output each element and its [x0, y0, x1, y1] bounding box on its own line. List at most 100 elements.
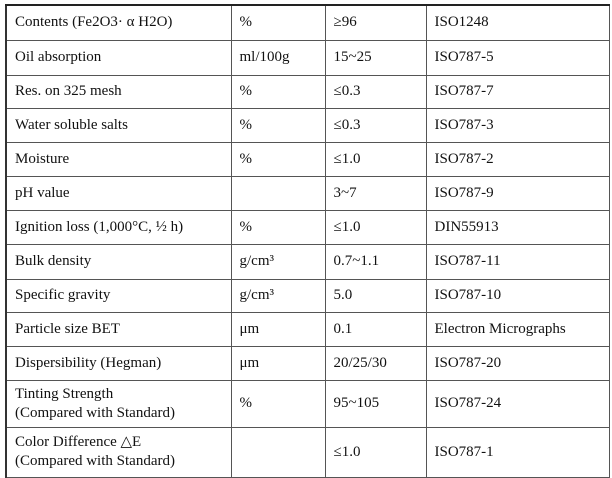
cell-text: Bulk density — [15, 253, 92, 269]
value-cell: 0.7~1.1 — [324, 243, 427, 280]
cell-text: Oil absorption — [15, 49, 102, 65]
cell-text: 20/25/30 — [333, 354, 387, 371]
property-cell: Tinting Strength (Compared with Standard) — [5, 379, 232, 428]
property-cell: Color Difference △E (Compared with Standa… — [5, 426, 232, 478]
value-cell: ≤1.0 — [324, 426, 427, 478]
property-cell: Dispersibility (Hegman) — [5, 345, 232, 381]
method-cell: ISO787-11 — [425, 243, 610, 280]
cell-text: Tinting Strength — [15, 385, 114, 402]
cell-text: 0.7~1.1 — [333, 253, 380, 269]
method-cell: Electron Micrographs — [425, 311, 610, 347]
cell-text: Water soluble salts — [15, 116, 128, 133]
cell-text: DIN55913 — [434, 218, 499, 235]
cell-text: Specific gravity — [15, 287, 111, 303]
property-cell: Water soluble salts — [5, 107, 232, 143]
table-row: Contents (Fe2O3· α H2O)% ≥96 ISO1248 — [5, 4, 610, 41]
cell-text: ISO787-10 — [434, 287, 502, 303]
value-cell: ≤1.0 — [324, 209, 427, 245]
value-cell: 5.0 — [324, 278, 427, 313]
cell-text: 15~25 — [333, 49, 372, 65]
cell-text: (Compared with Standard) — [15, 404, 175, 421]
cell-text: ≤0.3 — [333, 116, 361, 133]
table-row: Res. on 325 mesh% ≤0.3 ISO787-7 — [5, 74, 610, 109]
cell-text: Ignition loss (1,000°C, ½ h) — [15, 218, 184, 235]
unit-cell: % — [230, 107, 326, 143]
value-cell: 0.1 — [324, 311, 427, 347]
cell-text: ISO787-5 — [434, 49, 494, 65]
cell-text: ISO787-7 — [434, 83, 494, 99]
table-row: Bulk density g/cm³ 0.7~1.1 ISO787-11 — [5, 243, 610, 280]
unit-cell: μm — [230, 311, 326, 347]
value-cell: ≤0.3 — [324, 74, 427, 109]
table-row: Particle size BET μm 0.1 Electron Micrograp… — [5, 311, 610, 347]
property-cell: Specific gravity — [5, 278, 232, 313]
cell-text: 3~7 — [333, 184, 357, 201]
table-row: pH value 3~7 ISO787-9 — [5, 175, 610, 211]
property-cell: pH value — [5, 175, 232, 211]
cell-text: Electron Micrographs — [434, 320, 566, 337]
cell-text: μm — [239, 354, 260, 371]
cell-text: % — [239, 218, 253, 235]
property-cell: Moisture — [5, 141, 232, 177]
unit-cell: ml/100g — [230, 39, 326, 76]
cell-text: g/cm³ — [239, 287, 275, 303]
unit-cell — [230, 426, 326, 478]
cell-text: % — [239, 395, 253, 411]
cell-text: % — [239, 83, 253, 99]
cell-text: Color Difference △E — [15, 434, 142, 450]
cell-text: Res. on 325 mesh — [15, 83, 122, 99]
table-row: Color Difference △E (Compared with Standa… — [5, 426, 610, 478]
cell-text: ISO787-9 — [434, 184, 494, 201]
property-cell: Particle size BET — [5, 311, 232, 347]
cell-text: ISO1248 — [434, 14, 489, 31]
cell-text: Dispersibility (Hegman) — [15, 354, 162, 371]
value-cell: 3~7 — [324, 175, 427, 211]
unit-cell: % — [230, 4, 326, 41]
cell-text: ISO787-1 — [434, 443, 494, 460]
property-cell: Res. on 325 mesh — [5, 74, 232, 109]
cell-text: pH value — [15, 184, 70, 201]
method-cell: ISO787-2 — [425, 141, 610, 177]
value-cell: ≤1.0 — [324, 141, 427, 177]
property-cell: Contents (Fe2O3· α H2O) — [5, 4, 232, 41]
cell-text: ISO787-3 — [434, 116, 494, 133]
method-cell: DIN55913 — [425, 209, 610, 245]
method-cell: ISO787-10 — [425, 278, 610, 313]
cell-text: ISO787-20 — [434, 354, 502, 371]
cell-text: Moisture — [15, 150, 70, 167]
unit-cell — [230, 175, 326, 211]
unit-cell: μm — [230, 345, 326, 381]
table-row: Dispersibility (Hegman) μm 20/25/30 ISO787-… — [5, 345, 610, 381]
table-row: Water soluble salts% ≤0.3 ISO787-3 — [5, 107, 610, 143]
cell-text: % — [239, 14, 253, 31]
method-cell: ISO787-5 — [425, 39, 610, 76]
property-cell: Bulk density — [5, 243, 232, 280]
cell-text: ISO787-24 — [434, 395, 502, 411]
cell-text: ≤0.3 — [333, 83, 361, 99]
value-cell: 95~105 — [324, 379, 427, 428]
table-row: Oil absorption ml/100g 15~25 ISO787-5 — [5, 39, 610, 76]
method-cell: ISO787-3 — [425, 107, 610, 143]
cell-text: 5.0 — [333, 287, 353, 303]
cell-text: ≤1.0 — [333, 218, 361, 235]
table-row: Specific gravity g/cm³ 5.0 ISO787-10 — [5, 278, 610, 313]
unit-cell: % — [230, 379, 326, 428]
method-cell: ISO787-9 — [425, 175, 610, 211]
cell-text: ≥96 — [333, 14, 357, 31]
spec-table: Contents (Fe2O3· α H2O)% ≥96 ISO1248 Oil ab… — [5, 4, 610, 478]
method-cell: ISO787-24 — [425, 379, 610, 428]
value-cell: ≤0.3 — [324, 107, 427, 143]
cell-text: % — [239, 150, 253, 167]
cell-text: g/cm³ — [239, 253, 275, 269]
cell-text: ml/100g — [239, 49, 290, 65]
value-cell: 20/25/30 — [324, 345, 427, 381]
method-cell: ISO787-7 — [425, 74, 610, 109]
cell-text: ISO787-11 — [434, 253, 501, 269]
unit-cell: % — [230, 141, 326, 177]
cell-text: ISO787-2 — [434, 150, 494, 167]
table-row: Ignition loss (1,000°C, ½ h)% ≤1.0 DIN5591… — [5, 209, 610, 245]
cell-text: 0.1 — [333, 320, 353, 337]
cell-text: Contents (Fe2O3· α H2O) — [15, 14, 173, 31]
cell-text: % — [239, 116, 253, 133]
method-cell: ISO1248 — [425, 4, 610, 41]
